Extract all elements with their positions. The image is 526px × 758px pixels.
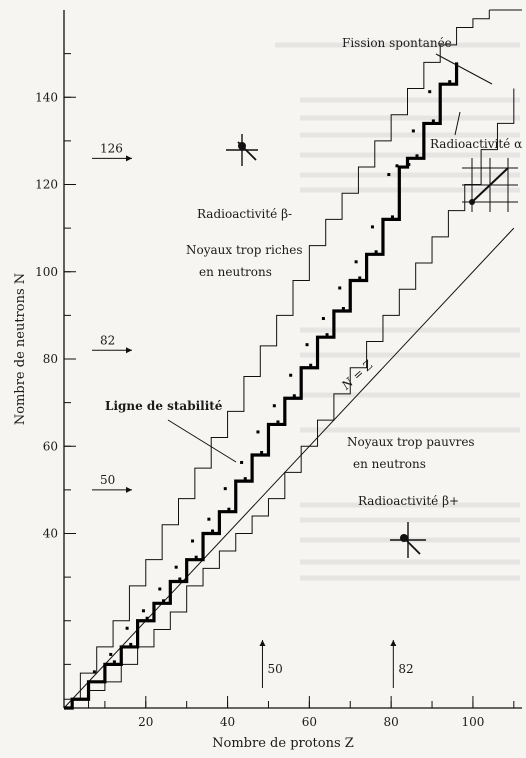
alpha-pointer [454,111,461,136]
stable-isotope-dot [325,333,329,337]
magic-n-arrowhead [126,486,132,493]
alpha-symbol [462,158,518,212]
fission-pointer [435,53,493,85]
stable-isotope-dot [448,80,452,84]
annotation-fission: Fission spontanée [342,36,452,50]
stable-isotope-dot [92,670,96,674]
n-equals-z-line [63,227,515,709]
stable-isotope-dot [292,394,296,398]
stable-isotope-dot [387,173,391,177]
stable-isotope-dot [223,487,227,491]
beta-minus-dot [238,142,246,150]
stable-isotope-dot [161,599,165,603]
magic-n-label: 126 [100,141,123,155]
stable-isotope-dot [370,225,374,229]
stable-isotope-dot [112,660,116,664]
stable-isotope-dot [109,652,113,656]
stable-isotope-dot [145,616,149,620]
annotation-alpha: Radioactivité α [430,137,522,151]
stable-isotope-dot [411,129,415,133]
stable-isotope-dot [129,642,133,646]
y-tick-label: 100 [35,265,58,279]
alpha-dot [469,199,475,205]
stable-isotope-dot [374,250,378,254]
annotation-beta-plus: Radioactivité β+ [358,494,459,508]
stable-isotope-dot [289,373,293,377]
stable-isotope-dot [256,430,260,434]
stable-isotope-dot [395,164,399,168]
magic-n-arrowhead [126,155,132,162]
beta-minus-symbol [226,134,258,166]
x-axis-label: Nombre de protons Z [212,736,354,751]
stable-isotope-dot [125,626,129,630]
y-tick-label: 60 [43,439,58,453]
annotation-poor-line1: Noyaux trop pauvres [347,435,475,449]
stability-pointer [167,419,237,463]
y-tick-label: 40 [43,527,58,541]
stable-isotope-dot [260,450,264,454]
stable-isotope-dot [194,555,198,559]
stable-isotope-dot [354,260,358,264]
magic-n-label: 50 [100,473,115,487]
annotation-stability: Ligne de stabilité [105,399,223,413]
stable-isotope-dot [321,317,325,321]
annotation-beta-minus: Radioactivité β- [197,207,292,221]
lower-boundary [72,88,515,709]
stable-isotope-dot [174,565,178,569]
x-tick-label: 20 [138,715,153,729]
stable-isotope-dot [158,587,162,591]
stable-isotope-dot [141,609,145,613]
stable-isotope-dot [191,539,195,543]
stable-isotope-dot [390,215,394,219]
y-tick-label: 80 [43,352,58,366]
stable-isotope-dot [428,90,432,94]
magic-z-arrowhead [390,640,397,646]
stable-isotope-dot [272,404,276,408]
beta-plus-dot [400,534,408,542]
stable-isotope-dot [358,276,362,280]
magic-z-arrowhead [259,640,266,646]
stable-isotope-dot [178,577,182,581]
stability-line [64,62,459,710]
stable-isotope-dot [305,343,309,347]
annotation-n-equals-z: N = Z [338,357,376,393]
stable-isotope-dot [211,529,215,533]
stable-isotope-dot [243,477,247,481]
magic-n-label: 82 [100,333,115,347]
y-tick-label: 120 [35,178,58,192]
stable-isotope-dot [207,517,211,521]
magic-z-label: 50 [267,662,282,676]
magic-n-arrowhead [126,347,132,354]
annotation-poor-line2: en neutrons [353,457,426,471]
stable-isotope-dot [338,286,342,290]
annotation-rich-line1: Noyaux trop riches [186,243,303,257]
annotation-rich-line2: en neutrons [199,265,272,279]
y-axis-label: Nombre de neutrons N [13,273,28,425]
stable-isotope-dot [227,507,231,511]
stable-isotope-dot [309,363,313,367]
stable-isotope-dot [407,163,411,167]
stable-isotope-dot [341,307,345,311]
stable-isotope-dot [431,119,435,123]
beta-plus-symbol [390,522,426,558]
stable-isotope-dot [415,154,419,158]
x-tick-label: 40 [220,715,235,729]
alpha-arrow [471,167,509,203]
x-tick-label: 80 [384,715,399,729]
magic-z-label: 82 [398,662,413,676]
x-tick-label: 60 [302,715,317,729]
stable-isotope-dot [240,460,244,464]
y-tick-label: 140 [35,90,58,104]
x-tick-label: 100 [461,715,484,729]
stable-isotope-dot [276,420,280,424]
upper-boundary [64,10,490,700]
